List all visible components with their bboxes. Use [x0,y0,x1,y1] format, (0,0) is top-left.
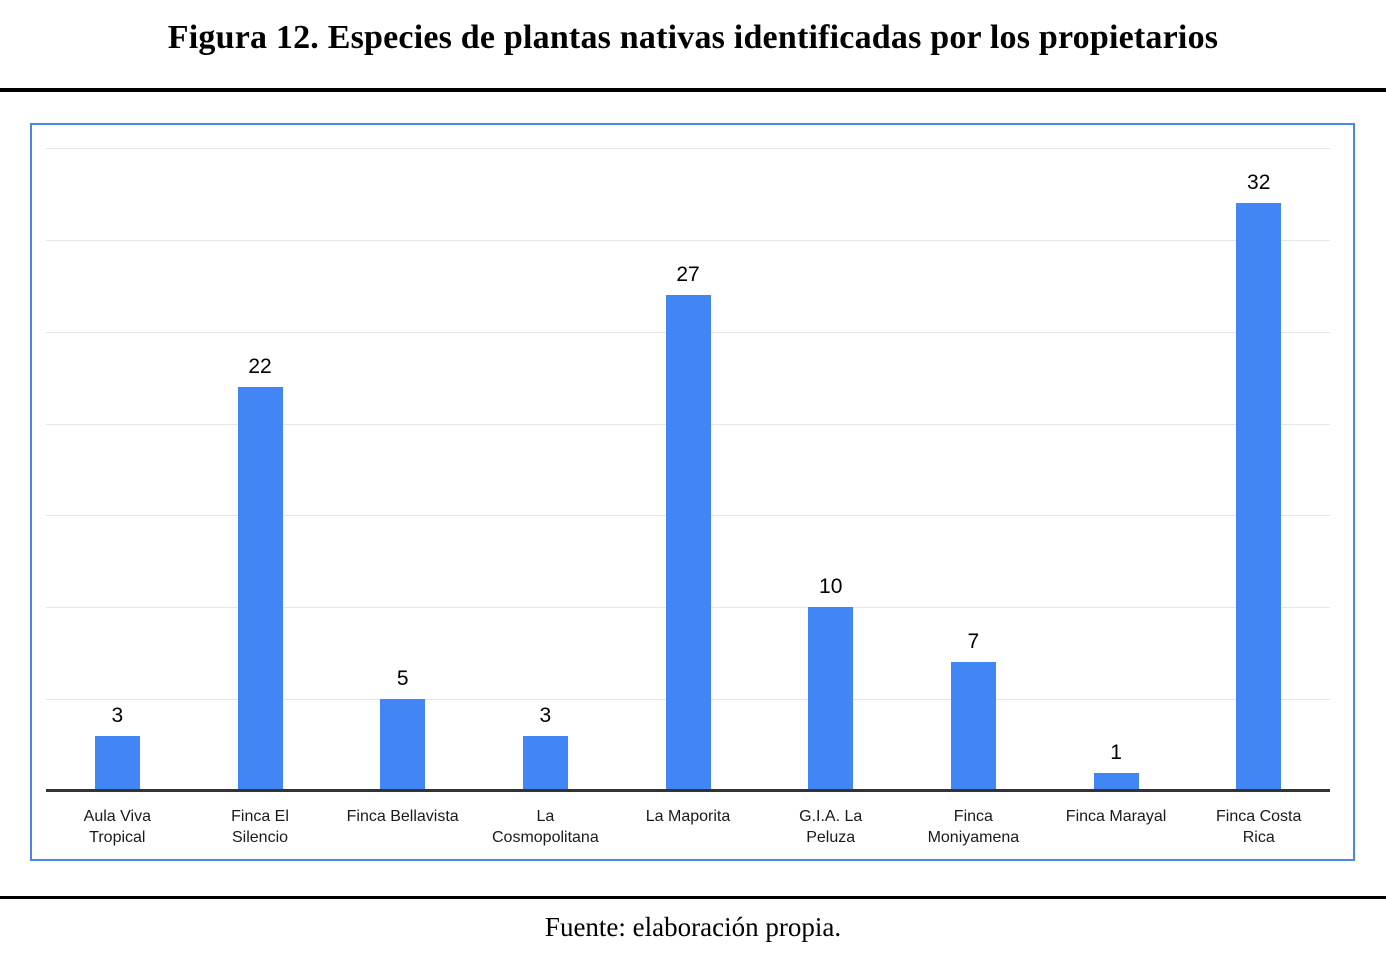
category-label: Aula Viva Tropical [46,806,189,848]
gridline [46,239,1330,241]
bar-column: 7 [902,125,1045,791]
bar-value-label: 3 [539,703,552,727]
bar-column: 3 [46,125,189,791]
bar-column: 10 [759,125,902,791]
category-label: Finca El Silencio [189,806,332,848]
bar [94,735,140,791]
category-label: Finca Moniyamena [902,806,1045,848]
bar-value-label: 22 [248,354,272,378]
bar-column: 3 [474,125,617,791]
bar [950,662,996,791]
plot-area: 3 22 5 3 27 10 7 1 32 [46,125,1330,791]
bar-column: 27 [617,125,760,791]
bar-value-label: 10 [819,575,843,599]
category-label: Finca Bellavista [331,806,474,848]
bar [237,386,283,791]
bar-column: 22 [189,125,332,791]
category-label-line: Finca Costa [1216,808,1302,825]
figure-title: Figura 12. Especies de plantas nativas i… [167,19,1219,56]
bar [665,295,711,791]
bar-column: 5 [331,125,474,791]
category-label-line: Cosmopolitana [491,829,599,846]
category-label: G.I.A. La Peluza [759,806,902,848]
category-label-line: Aula Viva [83,808,151,825]
category-label-line: Silencio [231,829,289,846]
bar-value-label: 32 [1247,171,1271,195]
category-label-line: La Maporita [645,808,731,825]
category-label-line: Finca [953,808,993,825]
category-label-line: Finca Bellavista [346,808,459,825]
bar-series: 3 22 5 3 27 10 7 1 32 [46,125,1330,791]
x-axis-line [46,789,1330,792]
bar [1236,203,1282,791]
category-label: Finca Marayal [1045,806,1188,848]
bar-column: 32 [1187,125,1330,791]
footer-divider [0,896,1386,899]
title-divider [0,88,1386,92]
chart-area: 3 22 5 3 27 10 7 1 32 Aula Viva Tropical Finca El S… [30,123,1355,861]
category-label-line: Tropical [89,829,146,846]
category-label-line: Peluza [806,829,856,846]
bar [522,735,568,791]
category-label-line: Finca El [231,808,289,825]
category-label: Finca Costa Rica [1187,806,1330,848]
bar [1093,772,1139,791]
bar-value-label: 7 [967,630,980,654]
category-axis: Aula Viva Tropical Finca El Silencio Finca B… [46,806,1330,848]
bar-value-label: 5 [396,667,409,691]
source-note: Fuente: elaboración propia. [544,912,842,942]
bar-column: 1 [1045,125,1188,791]
category-label-line: La [536,808,555,825]
category-label: La Maporita [617,806,760,848]
category-label: La Cosmopolitana [474,806,617,848]
category-label-line: Finca Marayal [1065,808,1167,825]
bar-value-label: 1 [1110,740,1122,764]
category-label-line: Moniyamena [927,829,1020,846]
category-label-line: Rica [1242,829,1275,846]
bar [380,699,426,791]
bar-value-label: 3 [111,703,124,727]
bar-value-label: 27 [676,263,700,287]
bar [808,607,854,791]
category-label-line: G.I.A. La [799,808,863,825]
gridline [46,148,1330,150]
